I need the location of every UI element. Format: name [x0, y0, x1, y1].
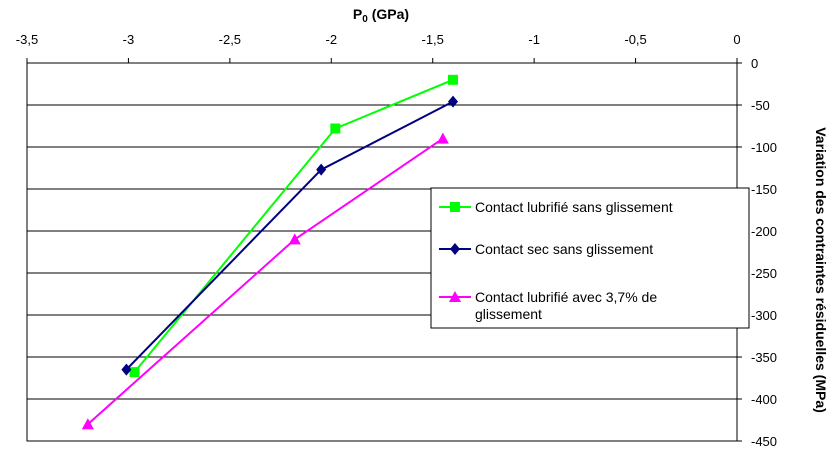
data-point — [436, 132, 449, 144]
legend-key-lubricated-slip — [439, 291, 471, 302]
x-tick-label: -0,5 — [624, 32, 646, 47]
series-lubricated-slip — [81, 132, 449, 430]
y-tick-label: -100 — [751, 140, 777, 155]
x-tick-label: -1 — [528, 32, 540, 47]
data-point — [449, 291, 461, 302]
axis-ticks: -3,5 -3 -2,5 -2 -1,5 -1 -0,5 00 -50 -100 -150 -200 -… — [16, 32, 777, 449]
y-axis-title: Variation des contraintes résiduelles (M… — [813, 127, 829, 413]
legend-key-lubricated-no-slip — [439, 202, 471, 212]
legend-key-dry-no-slip — [439, 243, 471, 255]
x-tick-label: -2,5 — [219, 32, 241, 47]
x-axis-title-unit: (GPa) — [368, 6, 409, 22]
x-axis-title-main: P — [353, 6, 362, 22]
y-tick-label: -350 — [751, 350, 777, 365]
y-tick-label: 0 — [751, 56, 758, 71]
x-tick-label: -3,5 — [16, 32, 38, 47]
x-tick-label: -2 — [326, 32, 338, 47]
legend-label-lubricated-slip-line2: glissement — [475, 306, 542, 322]
y-tick-label: -450 — [751, 434, 777, 449]
data-point — [288, 233, 301, 245]
x-axis-title-subscript: 0 — [362, 14, 368, 25]
legend-label-lubricated-slip-line1: Contact lubrifié avec 3,7% de — [475, 289, 657, 305]
data-point — [448, 95, 458, 108]
y-tick-label: -50 — [751, 98, 770, 113]
series-line — [133, 78, 454, 373]
data-point — [316, 163, 327, 176]
series-layer — [81, 74, 458, 430]
series-line — [87, 137, 444, 425]
data-point — [450, 202, 460, 212]
data-point — [121, 363, 132, 376]
y-tick-label: -200 — [751, 224, 777, 239]
data-point — [448, 74, 458, 85]
data-point — [81, 418, 94, 430]
series-line — [125, 100, 454, 371]
data-point — [450, 243, 460, 255]
legend: Contact lubrifié sans glissement Contact… — [430, 187, 750, 329]
legend-label-dry-no-slip: Contact sec sans glissement — [475, 241, 653, 257]
y-tick-label: -150 — [751, 182, 777, 197]
x-axis-title: P0 (GPa) — [353, 6, 409, 25]
legend-label-lubricated-no-slip: Contact lubrifié sans glissement — [475, 199, 673, 215]
x-tick-label: -1,5 — [422, 32, 444, 47]
data-point — [129, 367, 140, 378]
data-point — [330, 123, 341, 134]
y-tick-label: -400 — [751, 392, 777, 407]
legend-box — [430, 187, 750, 329]
x-tick-label: -3 — [123, 32, 135, 47]
y-tick-label: -250 — [751, 266, 777, 281]
x-tick-label: 0 — [733, 32, 740, 47]
series-dry-no-slip — [121, 95, 458, 376]
series-lubricated-no-slip — [129, 74, 458, 378]
y-tick-label: -300 — [751, 308, 777, 323]
